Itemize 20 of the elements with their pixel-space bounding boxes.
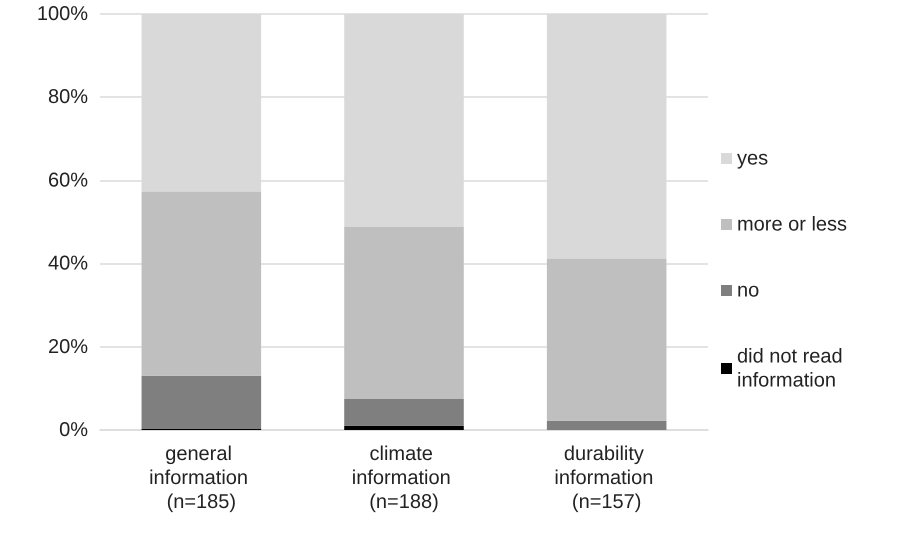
- legend-label: yes: [737, 148, 768, 170]
- x-tick-label: climate information (n=188): [352, 443, 456, 513]
- bar: [142, 192, 262, 376]
- y-tick-label: 40%: [48, 252, 88, 275]
- legend-label: did not read information: [737, 346, 848, 392]
- bar: [546, 258, 666, 421]
- legend-label: more or less: [737, 214, 848, 236]
- x-tick-label: general information (n=185): [149, 443, 254, 513]
- y-tick-label: 20%: [48, 336, 88, 358]
- x-tick-label: durability information (n=157): [554, 443, 659, 513]
- bar: [344, 426, 464, 430]
- y-tick-label: 60%: [48, 169, 88, 192]
- y-tick-label: 80%: [48, 86, 88, 108]
- bar: [344, 226, 464, 399]
- y-tick-label: 0%: [59, 419, 88, 441]
- bar: [546, 420, 666, 430]
- bar: [142, 376, 262, 429]
- y-tick-label: 100%: [36, 3, 88, 25]
- legend-label: no: [737, 280, 760, 302]
- bar: [344, 398, 464, 426]
